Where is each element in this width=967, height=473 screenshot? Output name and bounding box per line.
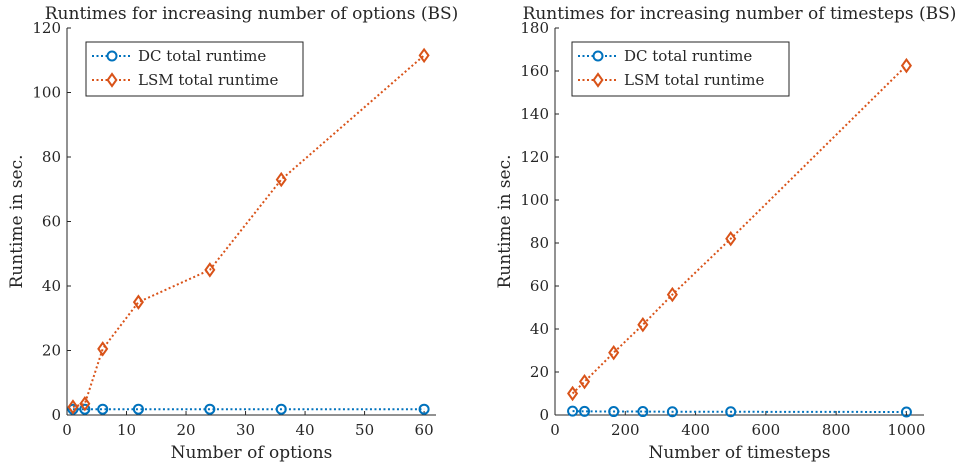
- y-axis-label: Runtime in sec.: [7, 154, 27, 288]
- data-point: [97, 403, 109, 415]
- data-point: [637, 406, 649, 418]
- x-axis-label: Number of options: [171, 443, 333, 463]
- data-point: [900, 57, 912, 74]
- x-tick-label: 0: [550, 421, 560, 439]
- data-point: [578, 373, 591, 390]
- y-axis-label: Runtime in sec.: [495, 154, 515, 288]
- x-tick-label: 50: [355, 421, 374, 439]
- series-lsm: [67, 47, 430, 415]
- series-line: [72, 54, 425, 408]
- y-tick-label: 120: [520, 148, 549, 166]
- x-tick-label: 20: [176, 421, 195, 439]
- data-point: [567, 385, 579, 402]
- x-tick-label: 0: [62, 421, 72, 439]
- data-point: [567, 405, 579, 417]
- y-tick-label: 100: [32, 84, 61, 102]
- y-tick-label: 20: [42, 342, 61, 360]
- x-tick-label: 30: [236, 421, 255, 439]
- y-tick-label: 60: [42, 213, 61, 231]
- data-point: [204, 262, 216, 278]
- legend-marker: [106, 50, 118, 62]
- legend-label: LSM total runtime: [138, 71, 278, 89]
- y-tick-label: 80: [530, 234, 549, 252]
- y-tick-label: 120: [32, 19, 61, 37]
- legend-marker: [592, 50, 604, 62]
- data-point: [97, 341, 109, 357]
- data-point: [725, 230, 737, 247]
- data-point: [418, 403, 430, 415]
- legend-label: DC total runtime: [624, 47, 752, 65]
- chart-title: Runtimes for increasing number of timest…: [523, 4, 957, 24]
- x-axis-label: Number of timesteps: [648, 443, 830, 463]
- legend-marker: [592, 72, 604, 88]
- legend-box: [85, 41, 304, 97]
- data-point: [275, 171, 287, 188]
- data-point: [725, 406, 737, 418]
- x-tick-label: 10: [117, 421, 136, 439]
- chart-title: Runtimes for increasing number of option…: [45, 4, 458, 24]
- series-lsm: [567, 57, 912, 402]
- x-tick-label: 600: [752, 421, 781, 439]
- data-point: [275, 403, 287, 415]
- y-tick-label: 80: [42, 148, 61, 166]
- data-point: [418, 47, 430, 64]
- timesteps-runtime-chart: Runtimes for increasing number of timest…: [495, 4, 956, 463]
- y-tick-label: 0: [539, 406, 549, 424]
- y-tick-label: 40: [530, 320, 549, 338]
- y-tick-label: 40: [42, 277, 61, 295]
- data-point: [579, 405, 591, 417]
- y-tick-label: 0: [51, 406, 61, 424]
- y-tick-label: 100: [520, 191, 549, 209]
- series-line: [572, 410, 907, 413]
- data-point: [666, 406, 678, 418]
- legend-box: [571, 41, 790, 97]
- data-point: [900, 406, 912, 418]
- data-point: [67, 399, 79, 415]
- legend: DC total runtime LSM total runtime: [85, 41, 304, 97]
- data-point: [204, 403, 216, 415]
- x-tick-label: 800: [822, 421, 851, 439]
- data-point: [79, 403, 91, 415]
- x-tick-label: 200: [611, 421, 640, 439]
- x-tick-label: 400: [681, 421, 710, 439]
- series-dc: [67, 403, 430, 415]
- data-point: [637, 316, 649, 333]
- data-point: [608, 406, 620, 418]
- x-tick-label: 40: [296, 421, 315, 439]
- legend-label: LSM total runtime: [624, 71, 764, 89]
- x-tick-label: 1000: [887, 421, 925, 439]
- y-tick-label: 180: [520, 19, 549, 37]
- y-tick-label: 20: [530, 363, 549, 381]
- data-point: [666, 286, 678, 303]
- y-tick-label: 160: [520, 62, 549, 80]
- legend: DC total runtime LSM total runtime: [571, 41, 790, 97]
- y-tick-label: 140: [520, 105, 549, 123]
- legend-label: DC total runtime: [138, 47, 266, 65]
- data-point: [79, 396, 91, 412]
- series-line: [571, 64, 908, 395]
- legend-marker: [106, 72, 118, 88]
- x-tick-label: 60: [415, 421, 434, 439]
- data-point: [132, 403, 144, 415]
- series-dc: [567, 405, 912, 418]
- data-point: [132, 294, 144, 310]
- options-runtime-chart: Runtimes for increasing number of option…: [7, 4, 458, 463]
- y-tick-label: 60: [530, 277, 549, 295]
- data-point: [608, 344, 620, 361]
